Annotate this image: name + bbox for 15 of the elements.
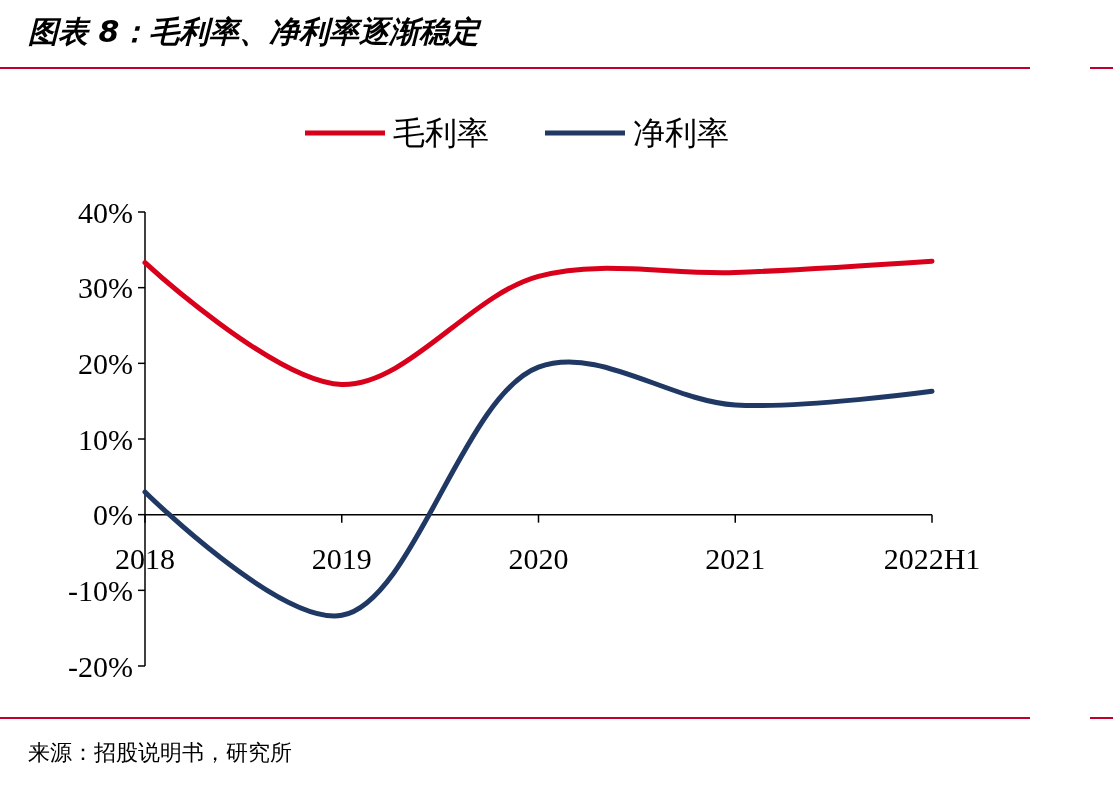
y-tick-label: 10% — [78, 422, 133, 456]
y-tick-label: 30% — [78, 271, 133, 305]
y-tick-label: 0% — [93, 498, 133, 532]
chart-title: 图表 8：毛利率、净利率逐渐稳定 — [28, 14, 483, 49]
source-note: 来源：招股说明书，研究所 — [28, 740, 292, 765]
x-tick-label: 2020 — [508, 541, 569, 575]
y-tick-label: -20% — [68, 649, 133, 683]
y-tick-label: -10% — [68, 573, 133, 607]
legend-label: 净利率 — [633, 114, 729, 153]
x-tick-label: 2021 — [705, 541, 766, 575]
x-tick-label: 2022H1 — [883, 541, 981, 575]
x-tick-label: 2019 — [311, 541, 372, 575]
y-tick-label: 20% — [78, 346, 133, 380]
legend-label: 毛利率 — [393, 114, 489, 153]
y-tick-label: 40% — [78, 195, 133, 229]
